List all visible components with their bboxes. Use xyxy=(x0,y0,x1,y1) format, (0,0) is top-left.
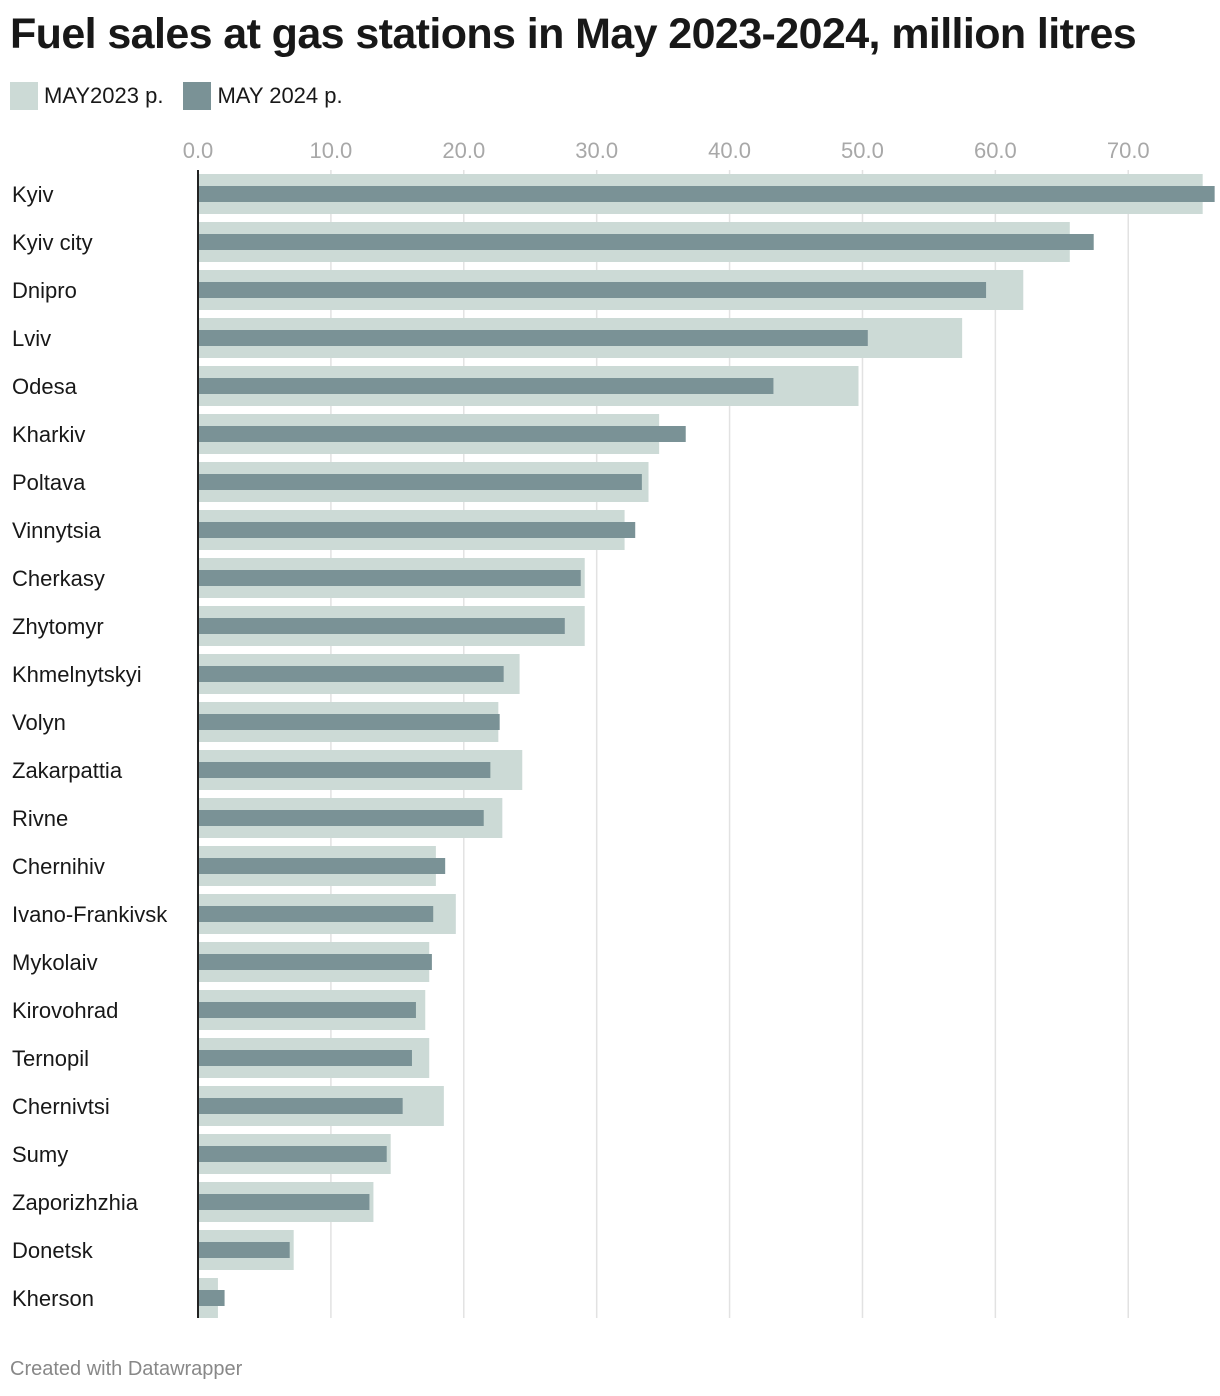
category-label-17: Kirovohrad xyxy=(12,998,118,1023)
x-tick-label-0: 0.0 xyxy=(183,138,214,163)
category-label-6: Poltava xyxy=(12,470,86,495)
category-label-7: Vinnytsia xyxy=(12,518,102,543)
bar-2024-22 xyxy=(198,1242,290,1258)
bar-2024-9 xyxy=(198,618,565,634)
footer-credit: Created with Datawrapper xyxy=(10,1358,243,1380)
x-tick-label-1: 10.0 xyxy=(309,138,352,163)
category-label-8: Cherkasy xyxy=(12,566,105,591)
x-tick-label-7: 70.0 xyxy=(1107,138,1150,163)
bar-2024-2 xyxy=(198,282,987,298)
x-tick-label-3: 30.0 xyxy=(575,138,618,163)
bar-2024-21 xyxy=(198,1194,370,1210)
bar-2024-12 xyxy=(198,762,491,778)
bar-2024-11 xyxy=(198,714,500,730)
x-tick-label-5: 50.0 xyxy=(841,138,884,163)
category-label-0: Kyiv xyxy=(12,182,54,207)
bar-2024-10 xyxy=(198,666,504,682)
category-label-2: Dnipro xyxy=(12,278,77,303)
category-label-4: Odesa xyxy=(12,374,78,399)
category-label-12: Zakarpattia xyxy=(12,758,123,783)
bar-2024-23 xyxy=(198,1290,225,1306)
chart-title: Fuel sales at gas stations in May 2023-2… xyxy=(10,10,1137,58)
category-label-18: Ternopil xyxy=(12,1046,89,1071)
bar-2024-13 xyxy=(198,810,484,826)
category-label-16: Mykolaiv xyxy=(12,950,98,975)
category-label-3: Lviv xyxy=(12,326,51,351)
category-label-10: Khmelnytskyi xyxy=(12,662,142,687)
category-label-22: Donetsk xyxy=(12,1238,94,1263)
legend-label-may-2023: MAY2023 p. xyxy=(44,83,164,108)
gridlines xyxy=(330,170,1130,1318)
bar-2024-19 xyxy=(198,1098,403,1114)
x-tick-label-2: 20.0 xyxy=(442,138,485,163)
category-label-13: Rivne xyxy=(12,806,68,831)
category-label-20: Sumy xyxy=(12,1142,68,1167)
category-label-21: Zaporizhzhia xyxy=(12,1190,139,1215)
legend-swatch-may-2024 xyxy=(183,82,212,110)
category-label-23: Kherson xyxy=(12,1286,94,1311)
bar-2024-7 xyxy=(198,522,636,538)
legend-swatch-may-2023 xyxy=(10,82,38,110)
x-axis-tick-labels: 0.0 10.0 20.0 30.0 40.0 50.0 60.0 70.0 xyxy=(183,138,1150,163)
bar-2024-1 xyxy=(198,234,1094,250)
bar-2024-16 xyxy=(198,954,432,970)
bars xyxy=(198,174,1215,1318)
bar-2024-4 xyxy=(198,378,774,394)
bar-2024-6 xyxy=(198,474,642,490)
bar-2024-8 xyxy=(198,570,581,586)
category-label-11: Volyn xyxy=(12,710,66,735)
legend: MAY2023 p. MAY 2024 p. xyxy=(10,82,363,110)
bar-2024-0 xyxy=(198,186,1215,202)
category-label-1: Kyiv city xyxy=(12,230,93,255)
x-tick-label-4: 40.0 xyxy=(708,138,751,163)
category-label-19: Chernivtsi xyxy=(12,1094,110,1119)
bar-2024-14 xyxy=(198,858,446,874)
legend-item-may-2023: MAY2023 p. xyxy=(10,82,163,110)
category-label-5: Kharkiv xyxy=(12,422,85,447)
bar-2024-3 xyxy=(198,330,868,346)
category-labels: Kyiv Kyiv city Dnipro Lviv Odesa Kharkiv Polta… xyxy=(12,182,168,1311)
bar-2024-17 xyxy=(198,1002,416,1018)
category-label-15: Ivano-Frankivsk xyxy=(12,902,168,927)
category-label-14: Chernihiv xyxy=(12,854,105,879)
legend-item-may-2024: MAY 2024 p. xyxy=(183,82,343,110)
x-tick-label-6: 60.0 xyxy=(974,138,1017,163)
bar-2024-15 xyxy=(198,906,434,922)
bar-2024-18 xyxy=(198,1050,412,1066)
legend-label-may-2024: MAY 2024 p. xyxy=(217,83,343,108)
category-label-9: Zhytomyr xyxy=(12,614,104,639)
bar-2024-20 xyxy=(198,1146,387,1162)
bar-2024-5 xyxy=(198,426,686,442)
